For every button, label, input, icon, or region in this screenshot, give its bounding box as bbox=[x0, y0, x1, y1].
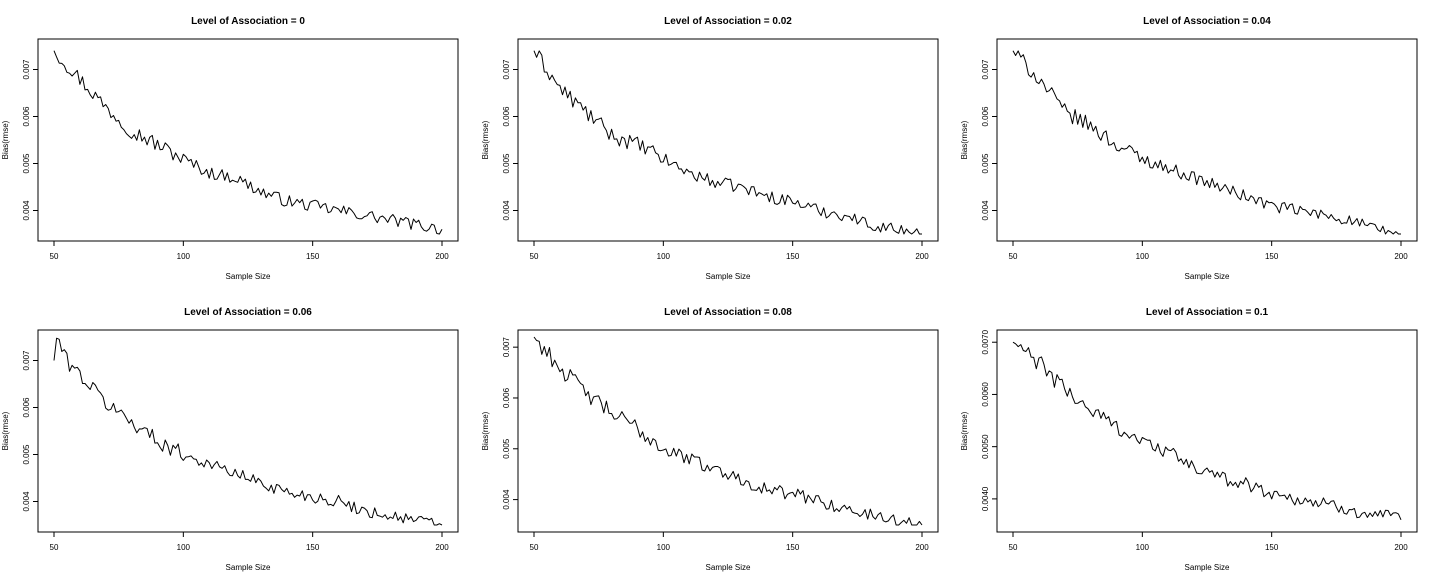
x-tick-label: 200 bbox=[915, 252, 929, 261]
plot-frame bbox=[37, 38, 459, 242]
chart-panel-1: Level of Association = 0 50 100 150 200 0.004… bbox=[1, 16, 459, 281]
chart-panel-5: Level of Association = 0.08 50 100 150 200 0.… bbox=[481, 307, 939, 572]
chart-panel-4: Level of Association = 0.06 50 100 150 200 0.… bbox=[1, 307, 459, 572]
y-tick-label: 0.006 bbox=[502, 106, 511, 127]
y-tick-label: 0.006 bbox=[22, 106, 31, 127]
x-tick-label: 50 bbox=[530, 252, 539, 261]
x-tick-label: 100 bbox=[177, 252, 191, 261]
y-axis-label: Bias(rmse) bbox=[1, 120, 10, 159]
plot-frame bbox=[996, 329, 1418, 533]
y-tick-label: 0.007 bbox=[981, 59, 990, 80]
series-line bbox=[533, 50, 922, 235]
series-line bbox=[533, 336, 923, 526]
chart-panel-2: Level of Association = 0.02 50 100 150 200 0.… bbox=[481, 16, 939, 281]
chart-title: Level of Association = 0.04 bbox=[1143, 16, 1271, 27]
x-tick-label: 150 bbox=[786, 543, 800, 552]
x-axis-label: Sample Size bbox=[706, 272, 751, 281]
plot-frame bbox=[37, 329, 459, 533]
y-axis-label: Bias(rmse) bbox=[960, 120, 969, 159]
y-tick-label: 0.004 bbox=[502, 200, 511, 221]
x-axis-label: Sample Size bbox=[1185, 563, 1230, 572]
y-tick-label: 0.007 bbox=[22, 350, 31, 371]
x-tick-label: 100 bbox=[177, 543, 191, 552]
y-tick-label: 0.0050 bbox=[981, 434, 990, 459]
y-tick-label: 0.004 bbox=[22, 491, 31, 512]
x-tick-label: 150 bbox=[1265, 543, 1279, 552]
y-tick-label: 0.005 bbox=[502, 438, 511, 459]
x-tick-label: 50 bbox=[1009, 543, 1018, 552]
x-tick-label: 50 bbox=[50, 252, 59, 261]
x-tick-label: 200 bbox=[915, 543, 929, 552]
x-tick-label: 100 bbox=[1136, 543, 1150, 552]
y-tick-label: 0.007 bbox=[502, 337, 511, 358]
chart-title: Level of Association = 0.1 bbox=[1146, 307, 1269, 318]
x-tick-label: 50 bbox=[530, 543, 539, 552]
x-tick-label: 200 bbox=[1394, 543, 1408, 552]
y-tick-label: 0.007 bbox=[22, 59, 31, 80]
y-tick-label: 0.005 bbox=[22, 444, 31, 465]
chart-title: Level of Association = 0.08 bbox=[664, 307, 792, 318]
y-tick-label: 0.005 bbox=[22, 153, 31, 174]
x-tick-label: 200 bbox=[435, 543, 449, 552]
x-tick-label: 50 bbox=[1009, 252, 1018, 261]
x-tick-label: 100 bbox=[657, 543, 671, 552]
series-line bbox=[53, 50, 443, 235]
y-tick-label: 0.004 bbox=[981, 200, 990, 221]
y-axis-label: Bias(rmse) bbox=[960, 411, 969, 450]
series-line bbox=[1012, 50, 1401, 235]
x-axis-label: Sample Size bbox=[226, 563, 271, 572]
y-tick-label: 0.005 bbox=[981, 153, 990, 174]
x-axis-label: Sample Size bbox=[226, 272, 271, 281]
x-tick-label: 200 bbox=[435, 252, 449, 261]
y-tick-label: 0.004 bbox=[502, 489, 511, 510]
y-axis-label: Bias(rmse) bbox=[1, 411, 10, 450]
plot-frame bbox=[517, 38, 939, 242]
x-tick-label: 100 bbox=[1136, 252, 1150, 261]
y-tick-label: 0.005 bbox=[502, 153, 511, 174]
y-tick-label: 0.004 bbox=[22, 200, 31, 221]
chart-title: Level of Association = 0 bbox=[191, 16, 305, 27]
x-tick-label: 100 bbox=[657, 252, 671, 261]
chart-panel-3: Level of Association = 0.04 50 100 150 200 0.… bbox=[960, 16, 1418, 281]
x-tick-label: 150 bbox=[306, 252, 320, 261]
y-tick-label: 0.007 bbox=[502, 59, 511, 80]
y-tick-label: 0.006 bbox=[22, 397, 31, 418]
x-tick-label: 150 bbox=[786, 252, 800, 261]
y-tick-label: 0.0040 bbox=[981, 486, 990, 511]
series-line bbox=[1012, 341, 1402, 521]
x-tick-label: 150 bbox=[1265, 252, 1279, 261]
plot-frame bbox=[517, 329, 939, 533]
y-tick-label: 0.006 bbox=[981, 106, 990, 127]
chart-title: Level of Association = 0.02 bbox=[664, 16, 792, 27]
x-tick-label: 50 bbox=[50, 543, 59, 552]
x-axis-label: Sample Size bbox=[1185, 272, 1230, 281]
chart-title: Level of Association = 0.06 bbox=[184, 307, 312, 318]
y-axis-label: Bias(rmse) bbox=[481, 411, 490, 450]
chart-panel-6: Level of Association = 0.1 50 100 150 200 0.0… bbox=[960, 307, 1418, 572]
series-line bbox=[53, 337, 443, 526]
y-axis-label: Bias(rmse) bbox=[481, 120, 490, 159]
x-tick-label: 150 bbox=[306, 543, 320, 552]
x-tick-label: 200 bbox=[1394, 252, 1408, 261]
plot-frame bbox=[996, 38, 1418, 242]
x-axis-label: Sample Size bbox=[706, 563, 751, 572]
y-tick-label: 0.0060 bbox=[981, 382, 990, 407]
y-tick-label: 0.006 bbox=[502, 387, 511, 408]
y-tick-label: 0.0070 bbox=[981, 329, 990, 354]
